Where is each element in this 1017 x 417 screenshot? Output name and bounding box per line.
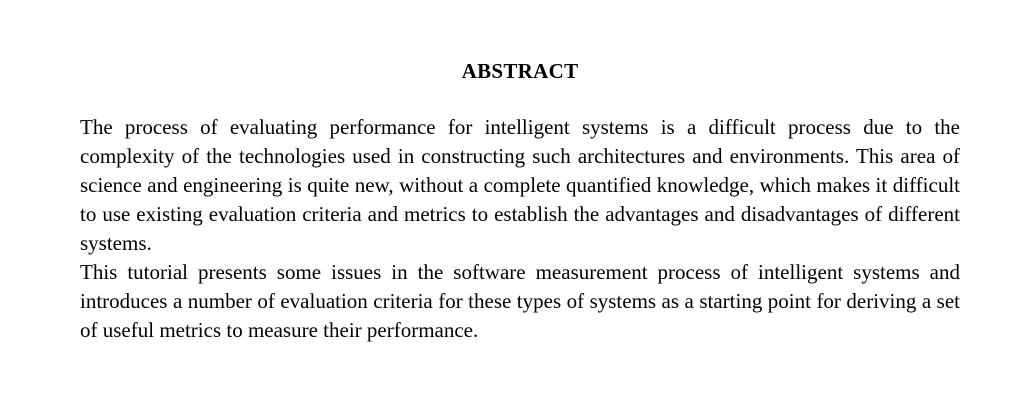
- abstract-section: ABSTRACT The process of evaluating perfo…: [80, 55, 960, 345]
- abstract-paragraph-2: This tutorial presents some issues in th…: [80, 260, 960, 342]
- abstract-heading: ABSTRACT: [461, 59, 579, 83]
- abstract-paragraph-1: The process of evaluating performance fo…: [80, 115, 960, 255]
